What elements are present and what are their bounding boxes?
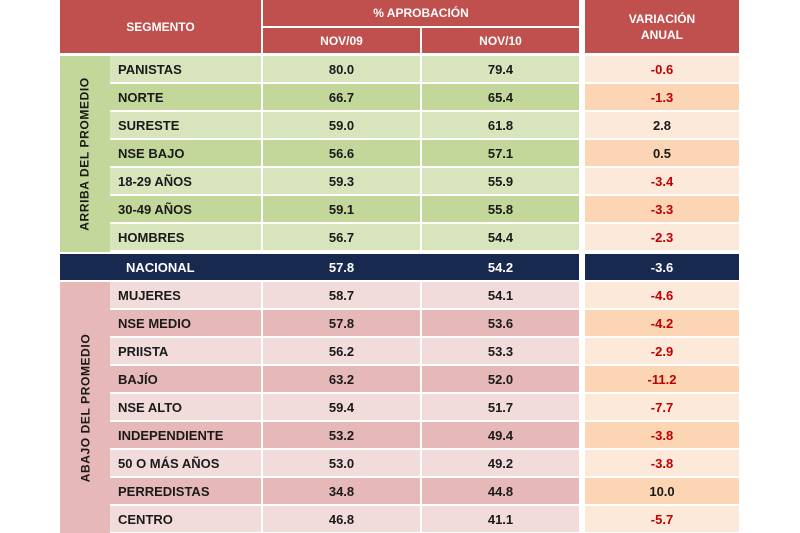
- value-variacion: -7.7: [585, 394, 739, 420]
- value-nov10: 51.7: [422, 394, 579, 420]
- segment-name: NSE MEDIO: [110, 310, 261, 336]
- value-variacion: 0.5: [585, 140, 739, 166]
- value-variacion: -3.8: [585, 422, 739, 448]
- value-nov10: 53.6: [422, 310, 579, 336]
- group-label-above: ARRIBA DEL PROMEDIO: [60, 56, 110, 252]
- segment-name: SURESTE: [110, 112, 261, 138]
- value-nov09: 56.7: [263, 224, 420, 250]
- value-nov10: 55.9: [422, 168, 579, 194]
- national-variacion: -3.6: [585, 254, 739, 280]
- value-nov09: 57.8: [263, 310, 420, 336]
- value-nov10: 49.4: [422, 422, 579, 448]
- value-variacion: 10.0: [585, 478, 739, 504]
- value-nov10: 53.3: [422, 338, 579, 364]
- value-variacion: -11.2: [585, 366, 739, 392]
- value-nov10: 54.4: [422, 224, 579, 250]
- segment-name: 30-49 AÑOS: [110, 196, 261, 222]
- value-variacion: 2.8: [585, 112, 739, 138]
- value-variacion: -4.2: [585, 310, 739, 336]
- segment-name: INDEPENDIENTE: [110, 422, 261, 448]
- value-variacion: -4.6: [585, 282, 739, 308]
- value-nov09: 80.0: [263, 56, 420, 82]
- segment-name: NSE ALTO: [110, 394, 261, 420]
- value-nov09: 53.0: [263, 450, 420, 476]
- group-label-below: ABAJO DEL PROMEDIO: [60, 282, 110, 533]
- value-nov10: 41.1: [422, 506, 579, 532]
- value-variacion: -5.7: [585, 506, 739, 532]
- value-nov09: 59.3: [263, 168, 420, 194]
- value-nov09: 56.2: [263, 338, 420, 364]
- header-variacion-line2: ANUAL: [641, 27, 683, 42]
- value-variacion: -3.4: [585, 168, 739, 194]
- segment-name: PRIISTA: [110, 338, 261, 364]
- segment-name: PERREDISTAS: [110, 478, 261, 504]
- segment-name: 18-29 AÑOS: [110, 168, 261, 194]
- value-nov09: 59.1: [263, 196, 420, 222]
- segment-name: NSE BAJO: [110, 140, 261, 166]
- national-nov09: 57.8: [263, 254, 420, 280]
- value-variacion: -3.3: [585, 196, 739, 222]
- segment-name: NORTE: [110, 84, 261, 110]
- value-nov09: 59.0: [263, 112, 420, 138]
- value-nov09: 59.4: [263, 394, 420, 420]
- segment-name: MUJERES: [110, 282, 261, 308]
- value-variacion: -2.3: [585, 224, 739, 250]
- value-nov09: 58.7: [263, 282, 420, 308]
- value-nov09: 66.7: [263, 84, 420, 110]
- header-segmento: SEGMENTO: [60, 0, 261, 53]
- national-nov10: 54.2: [422, 254, 579, 280]
- segment-name: CENTRO: [110, 506, 261, 532]
- segment-name: HOMBRES: [110, 224, 261, 250]
- value-variacion: -2.9: [585, 338, 739, 364]
- segment-name: BAJÍO: [110, 366, 261, 392]
- value-variacion: -0.6: [585, 56, 739, 82]
- value-nov10: 49.2: [422, 450, 579, 476]
- group-label-below-text: ABAJO DEL PROMEDIO: [78, 333, 93, 482]
- header-aprobacion: % APROBACIÓN: [263, 0, 579, 26]
- value-nov10: 44.8: [422, 478, 579, 504]
- value-nov09: 63.2: [263, 366, 420, 392]
- value-nov10: 52.0: [422, 366, 579, 392]
- national-segment: NACIONAL: [120, 254, 261, 280]
- value-nov10: 65.4: [422, 84, 579, 110]
- group-label-above-text: ARRIBA DEL PROMEDIO: [78, 77, 93, 231]
- header-nov09: NOV/09: [263, 28, 420, 53]
- value-variacion: -3.8: [585, 450, 739, 476]
- value-nov09: 34.8: [263, 478, 420, 504]
- value-nov10: 54.1: [422, 282, 579, 308]
- value-nov10: 55.8: [422, 196, 579, 222]
- header-variacion-line1: VARIACIÓN: [628, 11, 696, 26]
- segment-name: 50 O MÁS AÑOS: [110, 450, 261, 476]
- value-nov10: 79.4: [422, 56, 579, 82]
- segment-name: PANISTAS: [110, 56, 261, 82]
- value-nov10: 57.1: [422, 140, 579, 166]
- header-nov10: NOV/10: [422, 28, 579, 53]
- header-variacion: VARIACIÓN ANUAL: [585, 0, 739, 53]
- value-nov10: 61.8: [422, 112, 579, 138]
- value-nov09: 53.2: [263, 422, 420, 448]
- value-nov09: 46.8: [263, 506, 420, 532]
- value-variacion: -1.3: [585, 84, 739, 110]
- value-nov09: 56.6: [263, 140, 420, 166]
